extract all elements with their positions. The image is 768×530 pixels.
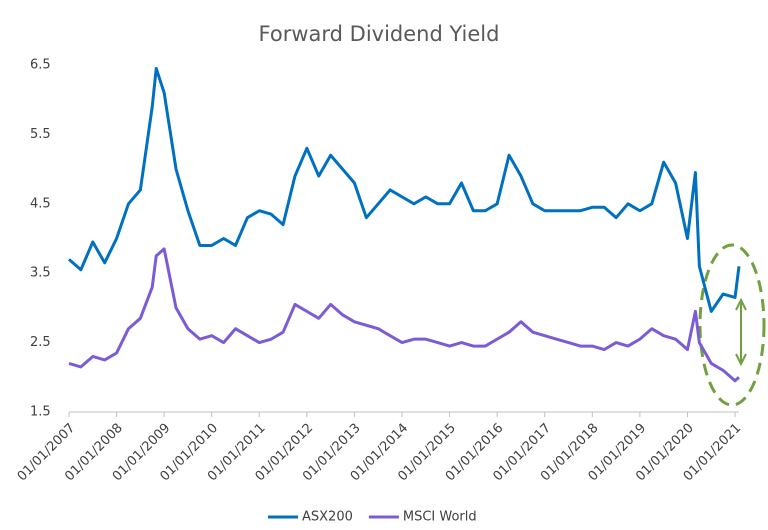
y-tick-label: 4.5 (30, 196, 51, 211)
highlight-ellipse (698, 243, 766, 407)
y-tick-label: 5.5 (30, 127, 51, 142)
series-line (68, 247, 740, 383)
chart-title: Forward Dividend Yield (259, 22, 500, 46)
y-tick-label: 2.5 (30, 335, 51, 350)
legend-label: MSCI World (403, 510, 477, 525)
gap-arrow-heads (735, 297, 747, 367)
y-tick-label: 1.5 (30, 405, 51, 420)
series-line (68, 66, 741, 313)
legend-label: ASX200 (302, 510, 353, 525)
y-tick-label: 3.5 (30, 266, 51, 281)
y-tick-label: 6.5 (30, 58, 51, 73)
